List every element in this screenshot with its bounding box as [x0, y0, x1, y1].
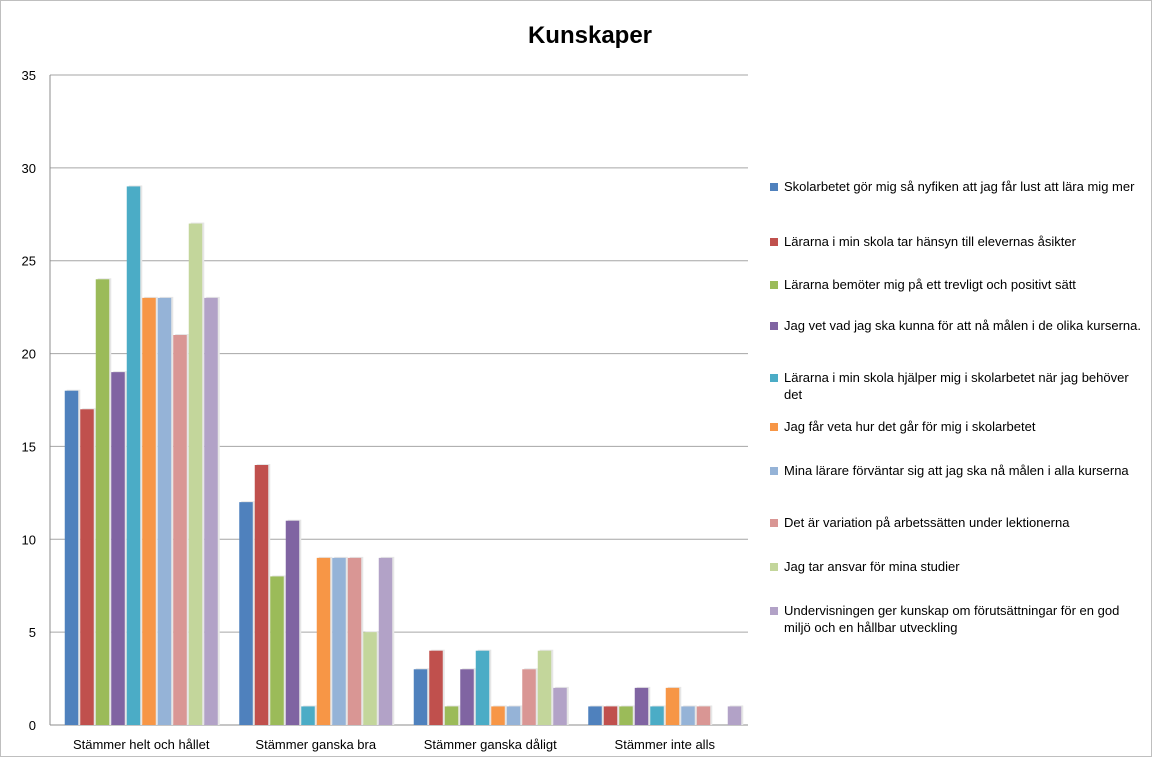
x-axis-categories: Stämmer helt och hållet Stämmer ganska br… [73, 737, 715, 752]
chart-title: Kunskaper [527, 22, 653, 49]
bar [378, 557, 393, 725]
y-tick-label: 15 [22, 439, 36, 454]
bar [475, 650, 490, 725]
bar [727, 706, 742, 725]
bar [665, 687, 680, 725]
x-category-label: Stämmer ganska dåligt [424, 737, 557, 752]
legend-item: Jag får veta hur det går för mig i skola… [770, 418, 1145, 435]
legend-item: Jag tar ansvar för mina studier [770, 558, 1145, 575]
bar [537, 650, 552, 725]
bar [413, 669, 428, 725]
legend-label: Jag får veta hur det går för mig i skola… [784, 419, 1036, 434]
y-tick-label: 30 [22, 161, 36, 176]
bar [696, 706, 711, 725]
y-tick-label: 25 [22, 254, 36, 269]
legend-label: Lärarna i min skola tar hänsyn till elev… [784, 234, 1076, 249]
x-category-label: Stämmer inte alls [615, 737, 716, 752]
bar [95, 279, 110, 725]
bar [429, 650, 443, 725]
bar [363, 632, 377, 725]
legend-label: Jag vet vad jag ska kunna för att nå mål… [784, 318, 1141, 333]
bar [460, 669, 474, 725]
bar [603, 706, 618, 725]
bar [553, 687, 567, 725]
legend-item: Lärarna bemöter mig på ett trevligt och … [770, 276, 1145, 293]
legend-swatch [770, 607, 778, 615]
bar [588, 706, 602, 725]
legend-swatch [770, 183, 778, 191]
bar [619, 706, 633, 725]
legend-item: Mina lärare förväntar sig att jag ska nå… [770, 462, 1145, 479]
bar [157, 297, 172, 725]
bar [285, 520, 300, 725]
legend-label: Undervisningen ger kunskap om förutsättn… [784, 603, 1120, 635]
legend-swatch [770, 519, 778, 527]
legend-label: Lärarna i min skola hjälper mig i skolar… [784, 370, 1129, 402]
y-tick-label: 35 [22, 68, 36, 83]
y-tick-label: 0 [29, 718, 36, 733]
legend-item: Lärarna i min skola hjälper mig i skolar… [770, 369, 1145, 403]
legend-item: Skolarbetet gör mig så nyfiken att jag f… [770, 178, 1145, 195]
legend-item: Det är variation på arbetssätten under l… [770, 514, 1145, 531]
bar [316, 557, 331, 725]
bar [506, 706, 521, 725]
bar [681, 706, 695, 725]
legend-swatch [770, 467, 778, 475]
legend-label: Lärarna bemöter mig på ett trevligt och … [784, 277, 1076, 292]
legend-label: Det är variation på arbetssätten under l… [784, 515, 1070, 530]
y-axis-ticks: 0 5 10 15 20 25 30 35 [22, 68, 36, 733]
legend-item: Lärarna i min skola tar hänsyn till elev… [770, 233, 1145, 250]
legend-swatch [770, 238, 778, 246]
bar [142, 297, 156, 725]
bar [126, 186, 141, 725]
y-tick-label: 5 [29, 625, 36, 640]
bar [650, 706, 664, 725]
bar [270, 576, 284, 725]
bar [173, 335, 187, 725]
legend-label: Jag tar ansvar för mina studier [784, 559, 960, 574]
bar [634, 687, 649, 725]
bar [301, 706, 315, 725]
x-category-label: Stämmer helt och hållet [73, 737, 210, 752]
legend-swatch [770, 281, 778, 289]
bar [80, 409, 94, 725]
legend-label: Skolarbetet gör mig så nyfiken att jag f… [784, 179, 1135, 194]
bar [254, 465, 269, 725]
bar [522, 669, 536, 725]
bar [64, 390, 79, 725]
bars [64, 185, 744, 726]
legend-swatch [770, 322, 778, 330]
legend-label: Mina lärare förväntar sig att jag ska nå… [784, 463, 1129, 478]
legend-swatch [770, 563, 778, 571]
y-tick-label: 20 [22, 347, 36, 362]
y-tick-label: 10 [22, 532, 36, 547]
legend-item: Jag vet vad jag ska kunna för att nå mål… [770, 317, 1145, 334]
x-category-label: Stämmer ganska bra [255, 737, 376, 752]
legend-swatch [770, 374, 778, 382]
bar [188, 223, 203, 726]
legend-swatch [770, 423, 778, 431]
legend-item: Undervisningen ger kunskap om förutsättn… [770, 602, 1145, 636]
bar [332, 557, 346, 725]
bar [491, 706, 505, 725]
bar [444, 706, 459, 725]
bar [204, 297, 218, 725]
bar [239, 502, 253, 725]
bar [111, 372, 125, 725]
bar [347, 557, 362, 725]
